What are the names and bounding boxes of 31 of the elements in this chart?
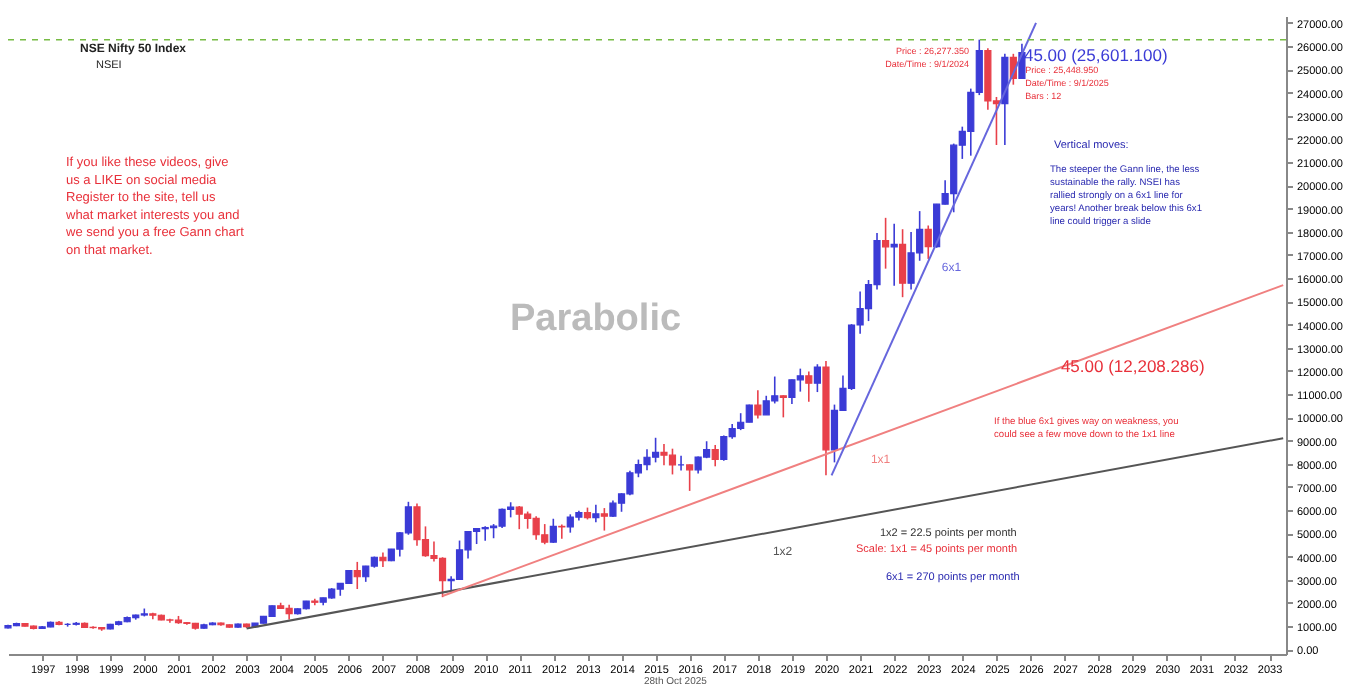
candlestick: [651, 436, 660, 464]
candlestick: [1001, 53, 1009, 146]
candlestick: [643, 448, 651, 472]
candlestick: [438, 556, 447, 598]
candlestick: [762, 394, 770, 416]
candlestick: [1018, 43, 1026, 80]
candlestick: [532, 515, 540, 541]
candlestick: [907, 231, 915, 291]
candlestick: [711, 444, 719, 468]
candlestick: [924, 224, 932, 260]
candlestick: [600, 507, 608, 532]
candlestick: [720, 434, 728, 462]
candlestick: [796, 367, 804, 393]
candlestick: [788, 378, 796, 405]
candlestick: [813, 363, 821, 393]
candlestick: [353, 561, 361, 590]
candlestick: [558, 523, 566, 540]
candlestick: [754, 389, 762, 420]
candlestick: [686, 463, 694, 492]
annotation: 45.00 (12,208.286): [1060, 356, 1205, 377]
candlestick: [898, 228, 907, 298]
candlestick: [668, 447, 677, 476]
candlestick: [626, 469, 634, 497]
annotation: Parabolic: [510, 298, 682, 340]
candlestick: [660, 443, 668, 466]
candlestick: [779, 394, 787, 419]
candlestick: [882, 217, 890, 270]
annotation: 45.00 (25,601.100): [1023, 45, 1168, 66]
candlestick: [455, 539, 464, 581]
candlestick: [805, 370, 813, 403]
candlestick: [549, 517, 557, 544]
